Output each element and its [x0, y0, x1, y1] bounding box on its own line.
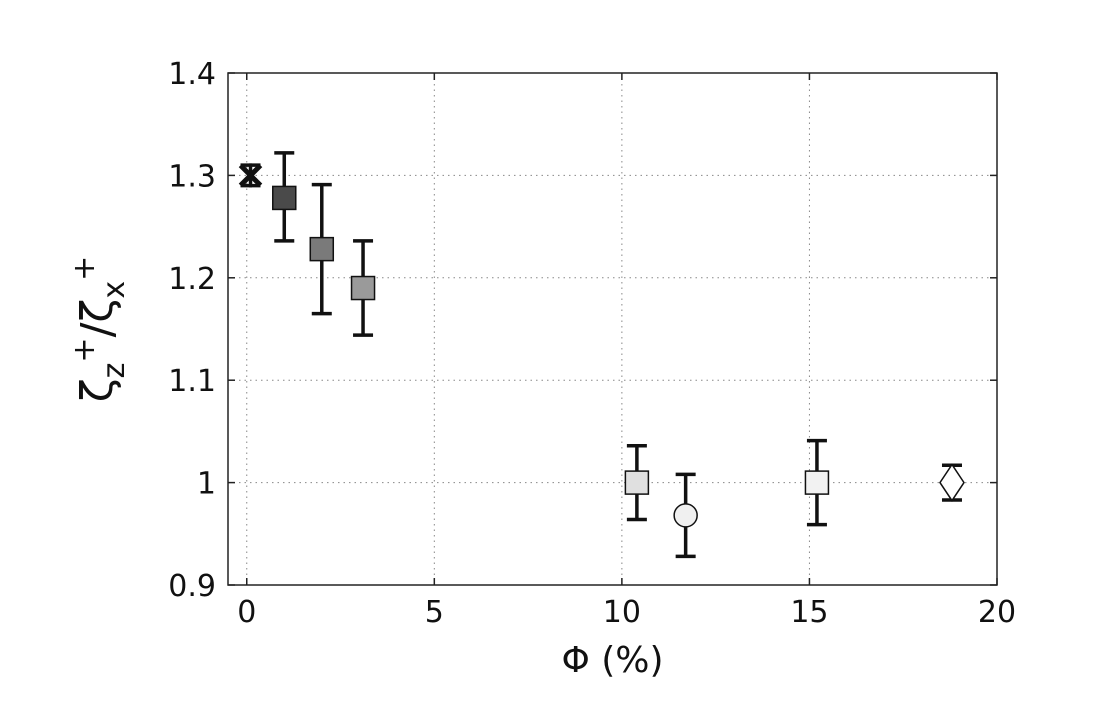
y-label-sup-2: + [67, 256, 102, 281]
axis-ticks [228, 72, 998, 586]
data-point [939, 463, 965, 502]
data-point [624, 443, 650, 522]
circle-marker [673, 503, 698, 528]
y-tick-label: 1 [197, 467, 216, 502]
x-tick-label: 5 [425, 595, 444, 630]
y-label-sup-1: + [67, 337, 102, 362]
y-label-sub-1: z [97, 363, 132, 379]
data-points [238, 151, 965, 559]
y-tick-label: 1.1 [168, 364, 216, 399]
data-point [272, 151, 297, 243]
square-marker [350, 275, 376, 301]
plot-area [227, 72, 998, 586]
data-point [804, 438, 830, 527]
y-label-main-2: ζ [72, 299, 123, 323]
x-tick-label: 20 [978, 595, 1016, 630]
square-marker [309, 236, 335, 262]
y-axis-tick-labels: 0.9 1 1.1 1.2 1.3 1.4 [168, 57, 216, 604]
y-tick-label: 0.9 [168, 569, 216, 604]
x-tick-label: 15 [790, 595, 828, 630]
x-tick-label: 0 [237, 595, 256, 630]
data-point [309, 182, 335, 316]
x-axis-tick-labels: 0 5 10 15 20 [237, 595, 1016, 630]
y-tick-label: 1.3 [168, 159, 216, 194]
y-label-slash: / [72, 322, 123, 337]
y-axis-label: ζz+/ζx+ [67, 256, 132, 403]
y-tick-label: 1.2 [168, 262, 216, 297]
square-marker [272, 185, 297, 211]
data-point [238, 163, 263, 188]
data-point [350, 239, 376, 337]
diamond-marker [939, 463, 965, 502]
y-label-main-1: ζ [72, 378, 123, 402]
y-tick-label: 1.4 [168, 57, 216, 92]
y-label-sub-2: x [97, 281, 132, 299]
x-axis-label: Φ (%) [561, 640, 663, 681]
data-point [673, 472, 698, 559]
square-marker [804, 470, 830, 495]
grid [228, 73, 998, 585]
x-tick-label: 10 [603, 595, 641, 630]
svg-text:ζz+/ζx+: ζz+/ζx+ [67, 256, 132, 403]
square-marker [624, 470, 650, 495]
